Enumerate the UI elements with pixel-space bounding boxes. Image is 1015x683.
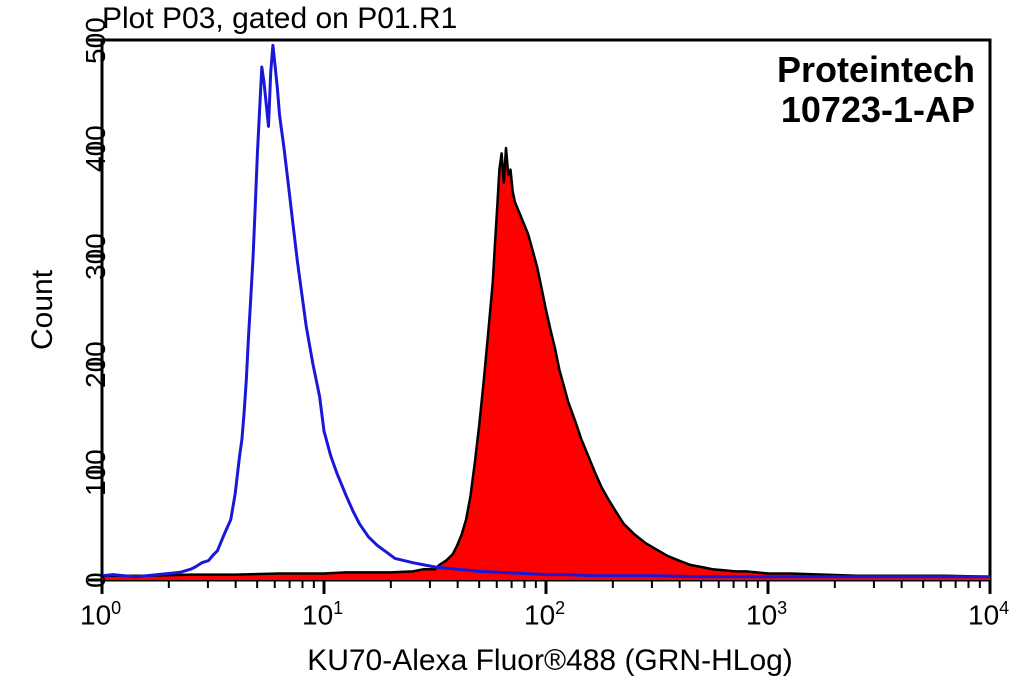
y-tick-label: 0 (80, 572, 112, 588)
x-tick-label: 102 (524, 598, 565, 631)
flow-cytometry-chart: Plot P03, gated on P01.R1 Count KU70-Ale… (0, 0, 1015, 683)
x-tick-label: 100 (80, 598, 121, 631)
x-tick-label: 101 (302, 598, 343, 631)
y-tick-label: 300 (80, 233, 112, 280)
x-tick-label: 103 (746, 598, 787, 631)
plot-svg (0, 0, 1015, 683)
y-tick-label: 400 (80, 125, 112, 172)
y-tick-label: 200 (80, 341, 112, 388)
y-tick-label: 500 (80, 17, 112, 64)
x-tick-label: 104 (968, 598, 1009, 631)
y-tick-label: 100 (80, 449, 112, 496)
